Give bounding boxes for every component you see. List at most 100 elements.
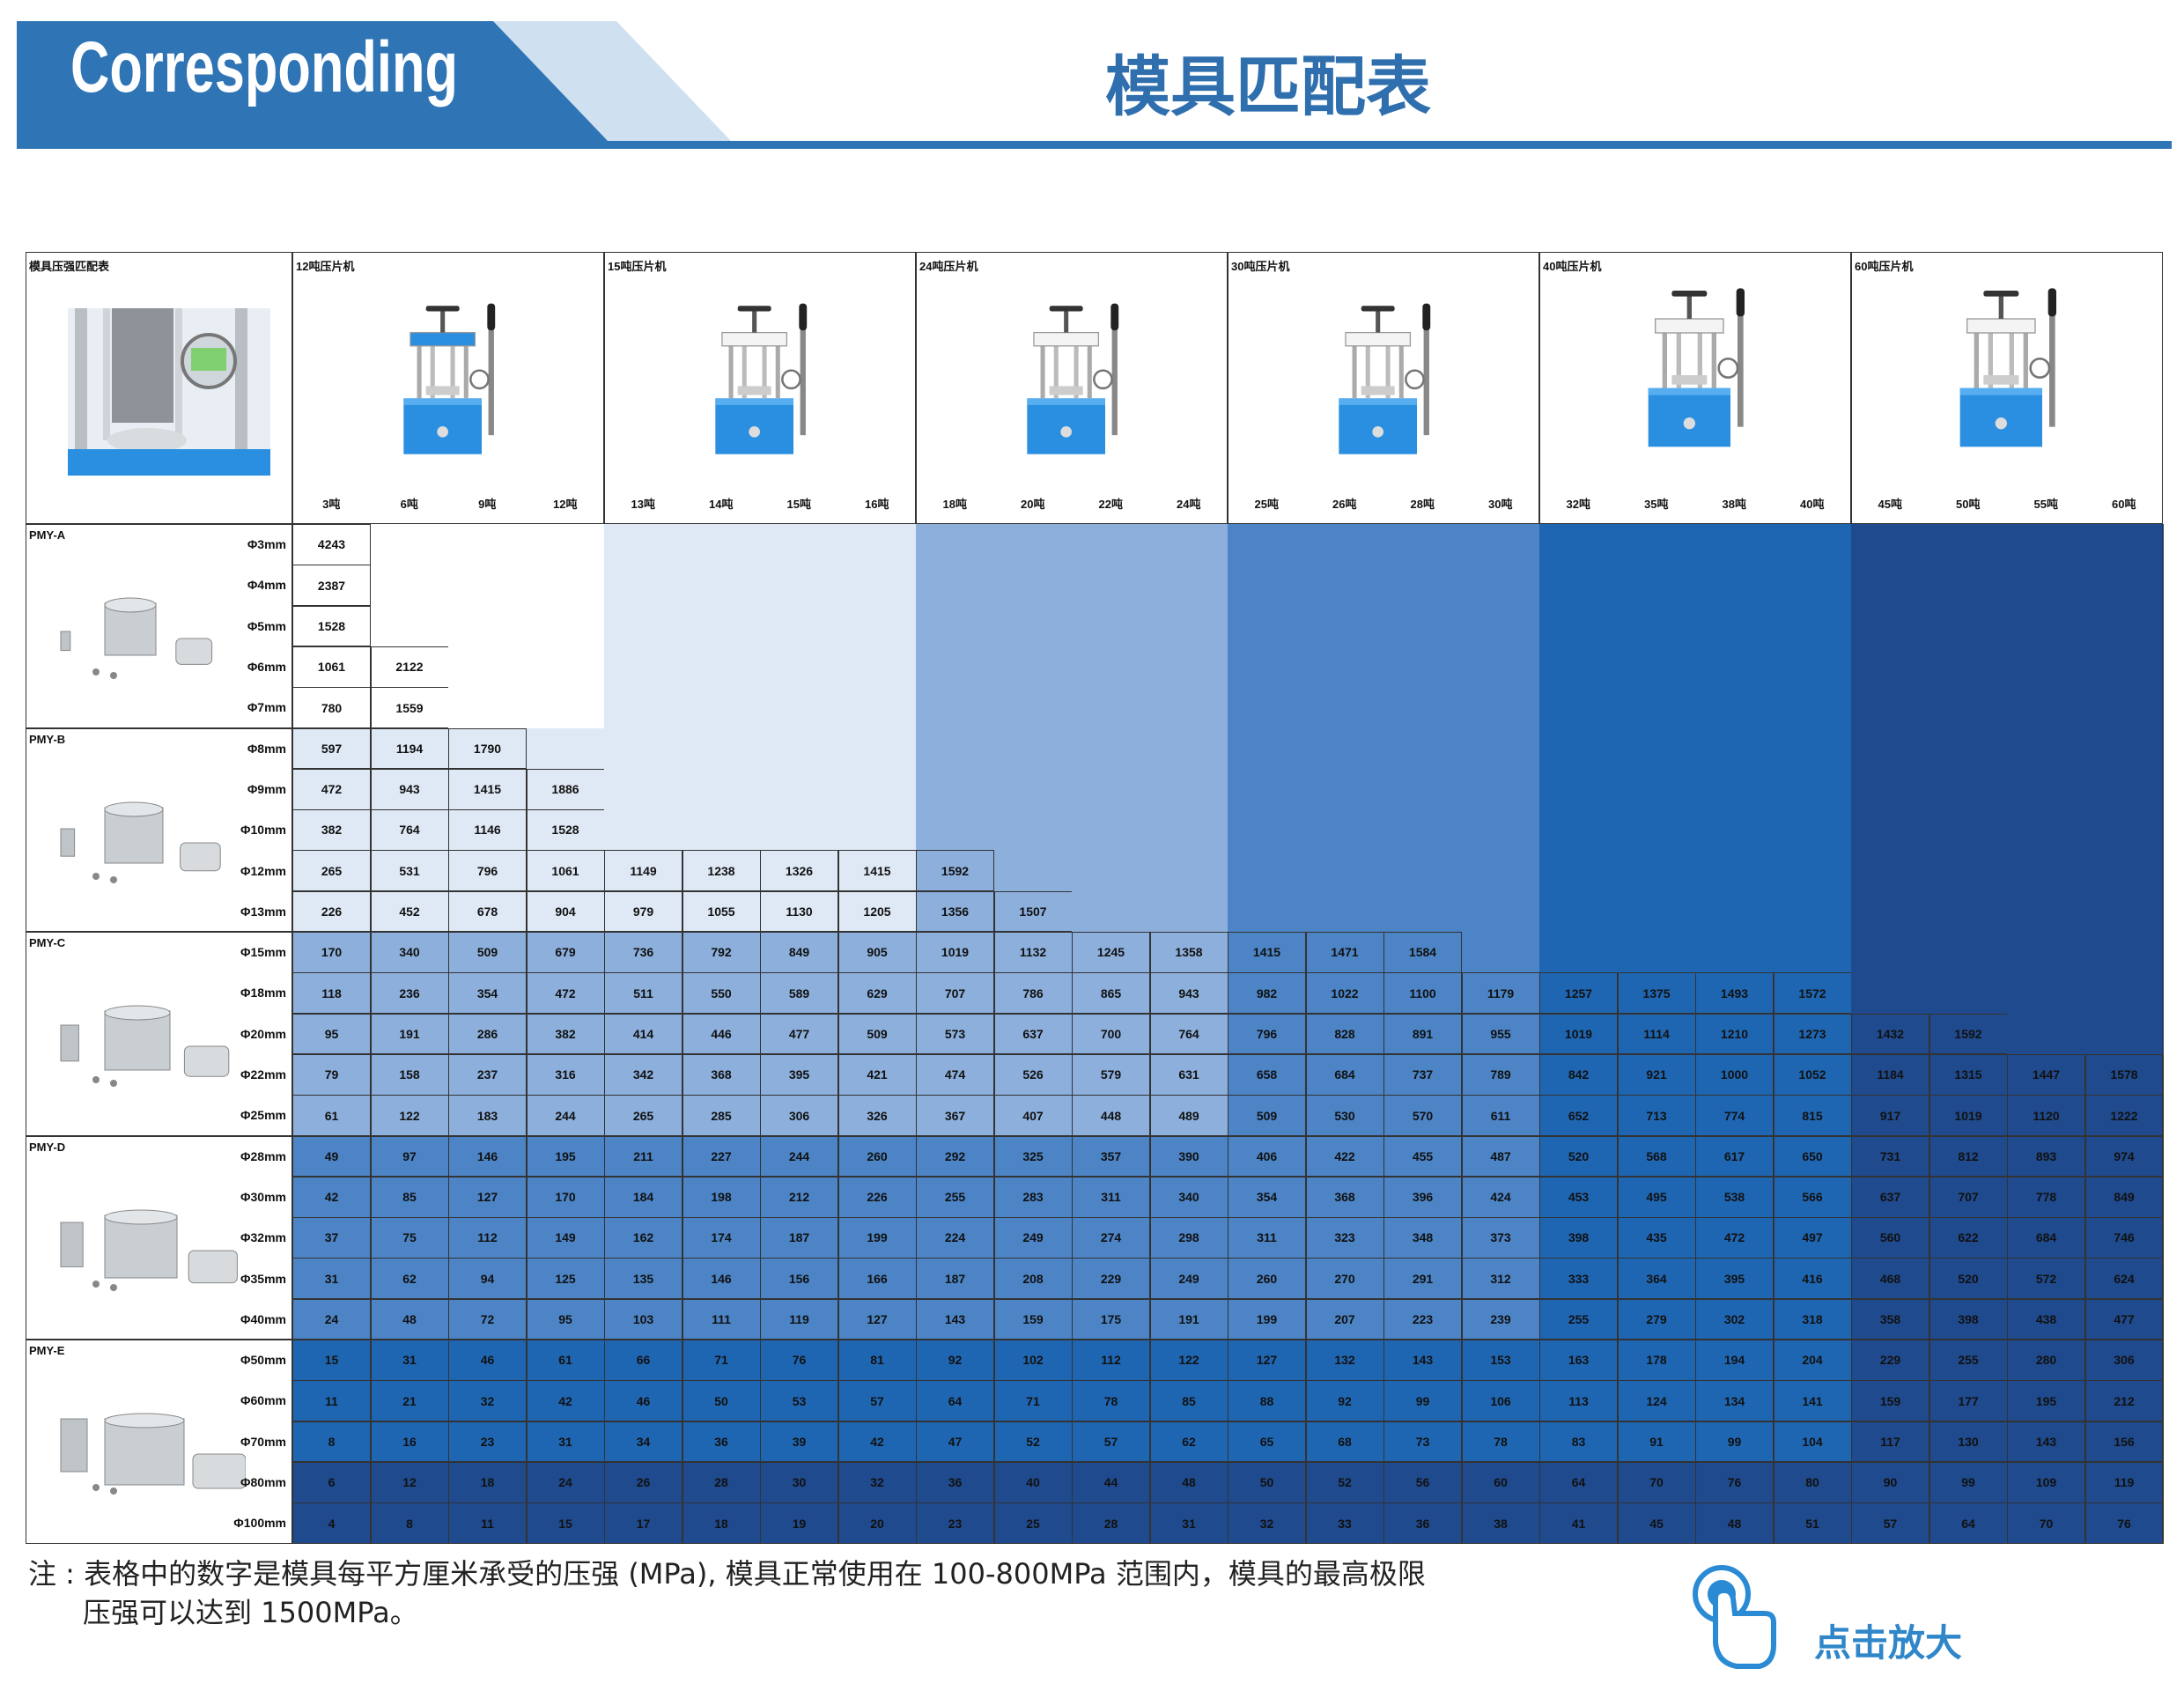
pressure-cell: 19 [760,1502,838,1544]
group-image-part [92,872,100,880]
pressure-cell: 265 [604,1095,682,1136]
empty-cell [916,646,994,688]
diameter-label: Φ50mm [240,1353,286,1368]
pressure-cell: 1471 [1305,932,1384,973]
empty-cell [837,646,917,688]
group-image-part [110,1080,117,1087]
pressure-cell: 323 [1305,1217,1384,1259]
corner-image-part [191,348,226,371]
diameter-label: Φ70mm [240,1434,286,1449]
pressure-cell: 15 [526,1502,605,1544]
pressure-cell: 842 [1539,1053,1618,1096]
pressure-cell: 76 [1695,1461,1774,1503]
pressure-cell: 424 [1461,1176,1540,1218]
empty-cell [448,605,527,647]
pressure-cell: 474 [916,1053,994,1096]
empty-cell [993,809,1073,851]
pressure-cell: 53 [760,1380,838,1422]
header-rule [17,141,2172,149]
pressure-cell: 358 [1851,1298,1929,1340]
pressure-cell: 979 [604,890,682,933]
pressure-cell: 395 [760,1053,838,1096]
empty-cell [837,768,917,810]
pressure-cell: 65 [1228,1421,1306,1463]
empty-cell [1149,565,1228,607]
machine-image-part [487,303,496,331]
pressure-cell: 91 [1617,1421,1696,1463]
empty-cell [1773,646,1852,688]
empty-cell [1617,524,1696,565]
pressure-cell: 48 [370,1298,449,1340]
machine-image-part [1372,426,1383,438]
empty-cell [1228,727,1306,770]
pressure-cell: 195 [526,1135,605,1178]
machine-image-part [775,343,780,399]
pressure-cell: 1245 [1072,932,1150,973]
pressure-cell: 71 [993,1380,1073,1422]
machine-image-part [1033,331,1100,347]
pressure-cell: 1146 [448,809,527,851]
empty-cell [1383,727,1462,770]
machine-image-part [2023,329,2028,388]
pressure-cell: 122 [370,1095,449,1136]
pressure-cell: 333 [1539,1258,1618,1300]
pressure-cell: 224 [916,1217,994,1259]
pressure-cell: 260 [1228,1258,1306,1300]
empty-cell [1617,565,1696,607]
group-name: PMY-D [29,1140,66,1154]
empty-cell [1149,727,1228,770]
empty-cell [837,524,917,565]
machine-image-part [781,369,801,390]
machine-image-part [752,307,757,333]
empty-cell [1072,565,1150,607]
empty-cell [1617,850,1696,892]
pressure-cell: 955 [1461,1013,1540,1055]
machine-image-part [1398,343,1404,399]
empty-cell [1695,646,1774,688]
empty-cell [1072,809,1150,851]
empty-cell [1461,850,1540,892]
empty-cell [1695,768,1774,810]
pressure-cell: 357 [1072,1135,1150,1178]
machine-image-part [1662,329,1667,388]
header-accent [493,21,731,141]
pressure-cell: 1507 [993,890,1073,933]
empty-cell [1228,809,1306,851]
pressure-cell: 678 [448,890,527,933]
empty-cell [1383,565,1462,607]
zoom-button[interactable]: 点击放大 [1682,1559,1981,1673]
empty-cell [1695,524,1774,565]
diameter-label: Φ15mm [240,945,286,960]
machine-image-part [762,345,767,399]
pressure-cell: 311 [1228,1217,1306,1259]
empty-cell [2084,565,2164,607]
hand-shape [1713,1587,1776,1669]
empty-cell [2084,932,2164,973]
diameter-label: Φ20mm [240,1026,286,1041]
tonnage-label: 25吨 [1254,497,1279,511]
corner-image-part [68,449,270,476]
machine-image-part [1352,343,1357,399]
group-image [43,772,246,904]
pressure-cell: 316 [526,1053,605,1096]
pressure-cell: 1356 [916,890,994,933]
machine-image-part [2049,298,2055,427]
pressure-cell: 212 [760,1176,838,1218]
pressure-cell: 572 [2007,1258,2085,1300]
pressure-cell: 509 [837,1013,917,1055]
pressure-cell: 597 [292,727,371,770]
pressure-cell: 713 [1617,1095,1696,1136]
empty-cell [993,524,1073,565]
group-image-part [92,1076,100,1083]
machine-image-part [1049,306,1083,312]
pressure-cell: 1114 [1617,1013,1696,1055]
pressure-cell: 103 [604,1298,682,1340]
pressure-cell: 11 [448,1502,527,1544]
machine-image-part [469,369,490,390]
pressure-cell: 550 [682,972,761,1015]
pressure-cell: 191 [1149,1298,1228,1340]
machine-image-part [1959,388,2042,395]
tonnage-label: 45吨 [1878,497,1902,511]
pressure-cell: 40 [993,1461,1073,1503]
empty-cell [604,524,682,565]
